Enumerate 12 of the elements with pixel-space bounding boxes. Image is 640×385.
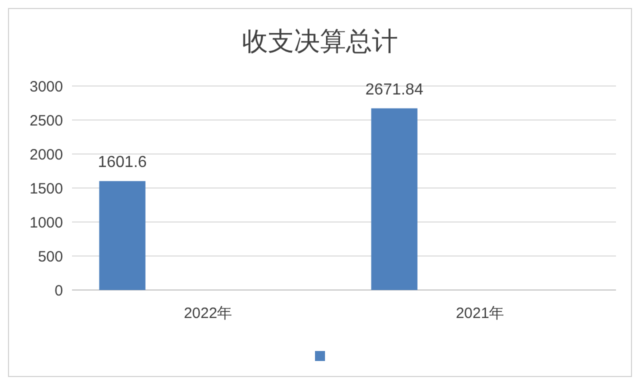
y-tick-label: 3000 <box>30 78 63 96</box>
x-tick-label: 2022年 <box>184 305 232 322</box>
y-tick-label: 0 <box>54 282 63 300</box>
x-tick-label: 2021年 <box>456 305 504 322</box>
data-label: 1601.6 <box>98 154 147 172</box>
chart-title: 收支决算总计 <box>242 26 398 56</box>
data-label: 2671.84 <box>365 81 424 98</box>
y-tick-label: 2000 <box>30 146 63 164</box>
y-tick-label: 1000 <box>30 214 63 232</box>
y-tick-label: 2500 <box>30 112 63 130</box>
y-tick-label: 1500 <box>30 180 63 198</box>
y-tick-label: 500 <box>38 248 63 266</box>
